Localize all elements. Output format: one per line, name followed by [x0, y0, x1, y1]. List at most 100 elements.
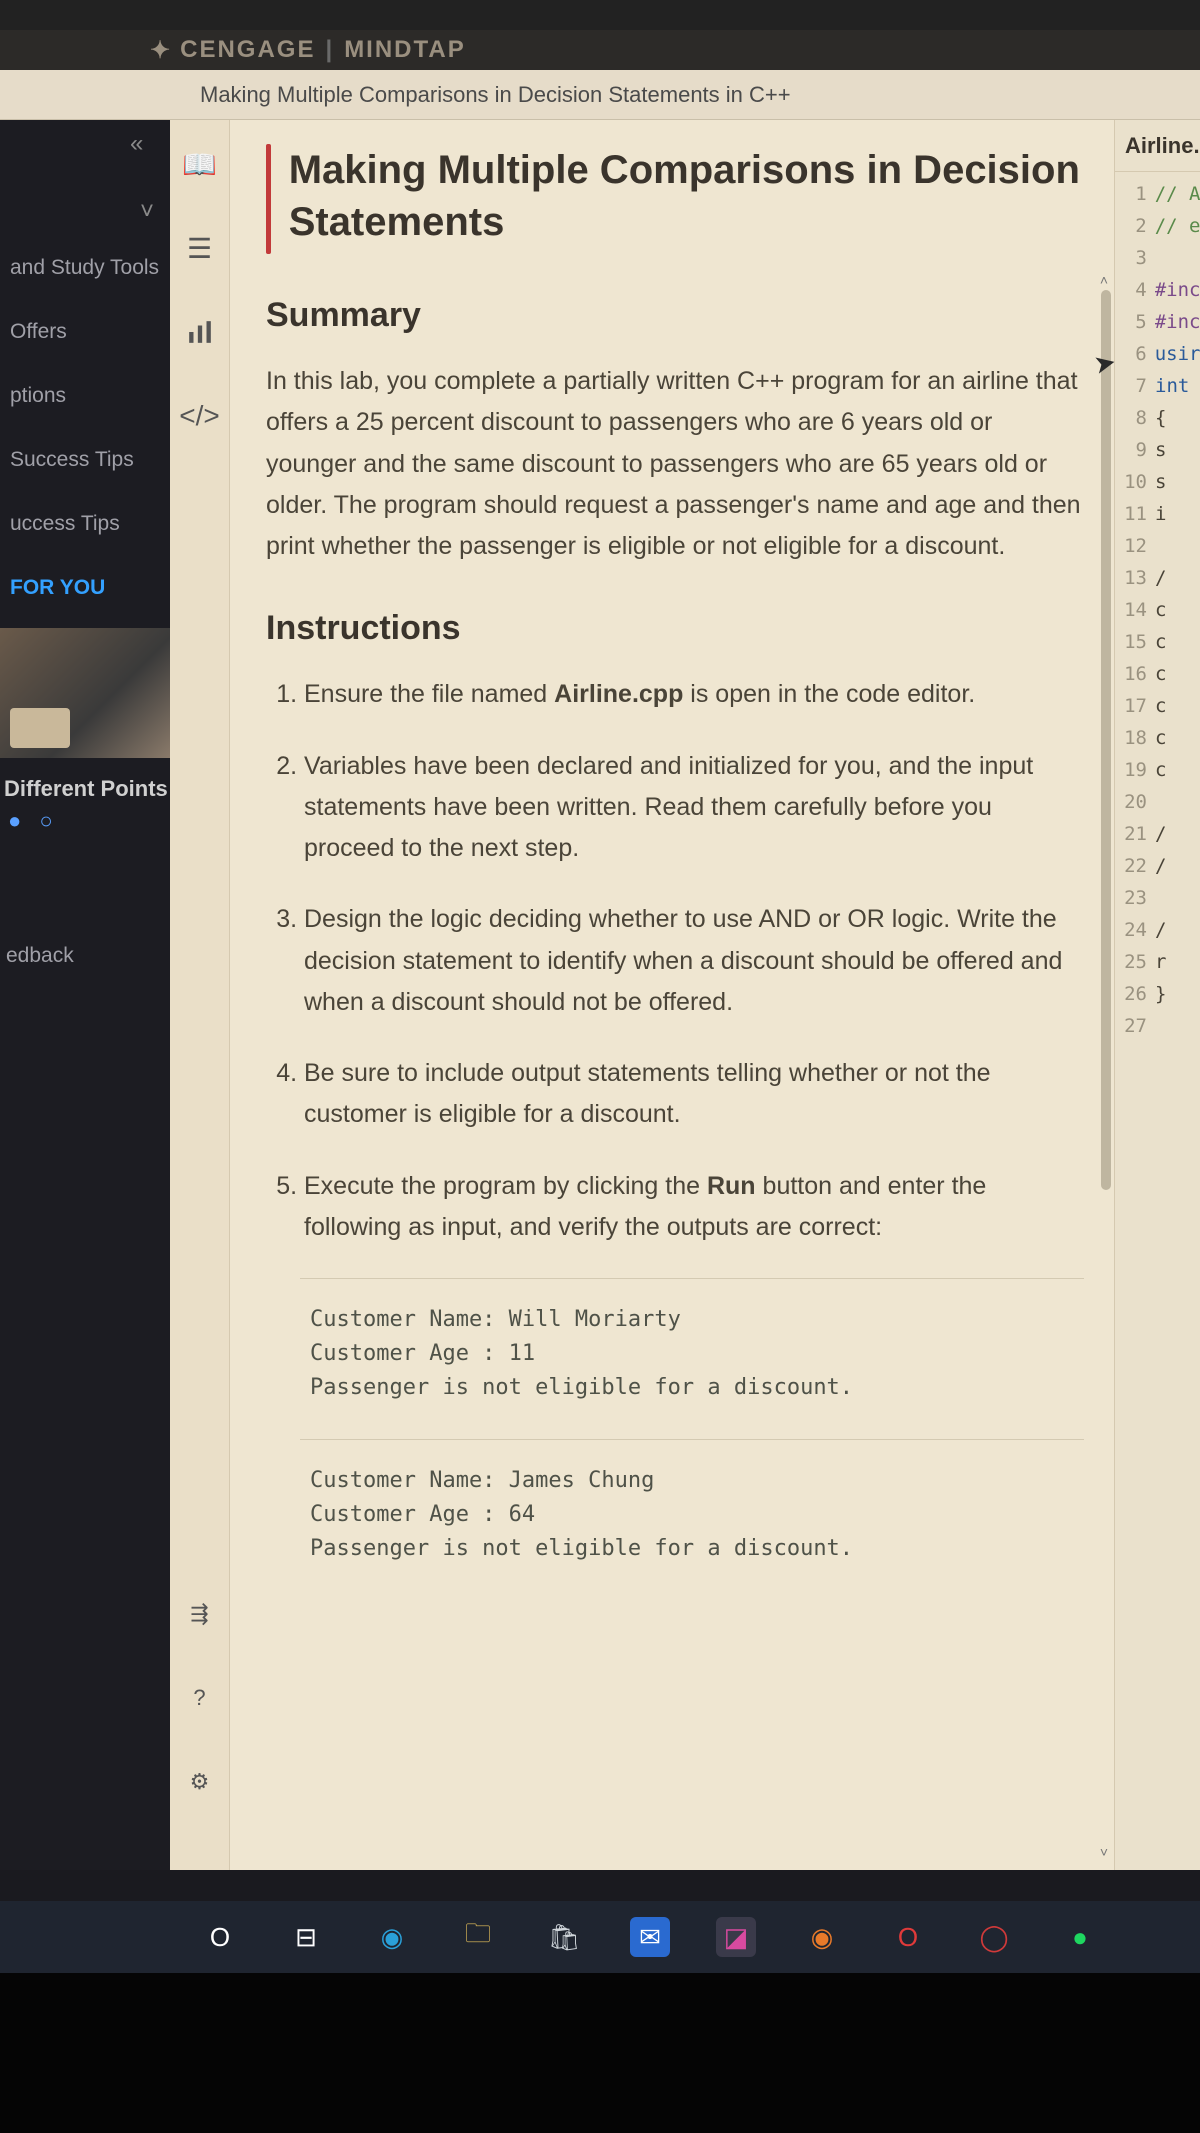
left-sidebar: « ˅ and Study Tools Offers ptions Succes… [0, 120, 170, 1870]
sample-rule-1 [300, 1278, 1084, 1279]
brand-bar: ✦ CENGAGE | MINDTAP [0, 30, 1200, 70]
code-token[interactable]: r [1155, 946, 1166, 978]
line-number: 25 [1115, 946, 1155, 978]
taskview-icon[interactable]: ⊟ [286, 1917, 326, 1957]
title-accent-bar [266, 144, 271, 254]
code-token[interactable]: #inc [1155, 306, 1200, 338]
scroll-up-icon[interactable]: ˄ [1096, 272, 1112, 288]
code-token[interactable]: c [1155, 722, 1166, 754]
chart-icon[interactable] [184, 316, 216, 348]
sidebar-item-options[interactable]: ptions [0, 364, 170, 428]
sample-io-1: Customer Name: Will Moriarty Customer Ag… [300, 1299, 1084, 1409]
for-you-thumbnail[interactable] [0, 628, 170, 758]
line-number: 13 [1115, 562, 1155, 594]
code-token[interactable]: s [1155, 466, 1166, 498]
code-token[interactable]: { [1155, 402, 1166, 434]
code-token[interactable]: / [1155, 850, 1166, 882]
code-token[interactable]: c [1155, 754, 1166, 786]
operagx-icon[interactable]: ◯ [974, 1917, 1014, 1957]
line-number: 9 [1115, 434, 1155, 466]
sidebar-item-success-tips-2[interactable]: uccess Tips [0, 492, 170, 556]
line-number: 10 [1115, 466, 1155, 498]
spotify-icon[interactable]: ● [1060, 1917, 1100, 1957]
sidebar-item-study-tools[interactable]: and Study Tools [0, 236, 170, 300]
code-token[interactable]: #inc [1155, 274, 1200, 306]
code-token[interactable]: c [1155, 658, 1166, 690]
code-token[interactable]: / [1155, 562, 1166, 594]
summary-heading: Summary [266, 296, 1084, 335]
line-number: 26 [1115, 978, 1155, 1010]
code-editor-lines[interactable]: 1// A2// e34#inc5#inc6usir7int8{9 s10 s1… [1115, 172, 1200, 1870]
help-icon[interactable]: ? [184, 1682, 216, 1714]
list-icon[interactable]: ☰ [184, 232, 216, 264]
code-token[interactable]: i [1155, 498, 1166, 530]
line-number: 23 [1115, 882, 1155, 914]
mail-icon[interactable]: ✉ [630, 1917, 670, 1957]
line-number: 11 [1115, 498, 1155, 530]
sidebar-item-success-tips[interactable]: Success Tips [0, 428, 170, 492]
instructions-heading: Instructions [266, 609, 1084, 648]
brand-product: MINDTAP [344, 36, 466, 64]
lesson-tab-title[interactable]: Making Multiple Comparisons in Decision … [200, 82, 791, 108]
file-tab-airline[interactable]: Airline. [1115, 120, 1200, 172]
code-token[interactable]: c [1155, 626, 1166, 658]
opera-icon[interactable]: O [888, 1917, 928, 1957]
explorer-icon[interactable]: 🗀 [458, 1917, 498, 1957]
brand-logo-dots: ✦ [150, 36, 172, 65]
scrollbar-thumb[interactable] [1101, 290, 1111, 1190]
gear-icon[interactable]: ⚙ [184, 1766, 216, 1798]
code-token[interactable]: } [1155, 978, 1166, 1010]
sidebar-for-you[interactable]: FOR YOU [0, 556, 170, 620]
sample-io-2: Customer Name: James Chung Customer Age … [300, 1460, 1084, 1570]
instruction-step-5: Execute the program by clicking the Run … [304, 1166, 1084, 1249]
sidebar-item-offers[interactable]: Offers [0, 300, 170, 364]
brand-separator: | [325, 36, 334, 64]
photos-icon[interactable]: ◪ [716, 1917, 756, 1957]
summary-text: In this lab, you complete a partially wr… [266, 361, 1084, 567]
code-token[interactable]: usir [1155, 338, 1200, 370]
line-number: 19 [1115, 754, 1155, 786]
sidebar-item-feedback[interactable]: edback [0, 924, 170, 988]
instruction-step-3: Design the logic deciding whether to use… [304, 899, 1084, 1023]
share-icon[interactable]: ⇶ [184, 1598, 216, 1630]
line-number: 21 [1115, 818, 1155, 850]
instruction-step-1: Ensure the file named Airline.cpp is ope… [304, 674, 1084, 715]
store-icon[interactable]: 🛍 [544, 1917, 584, 1957]
code-token[interactable]: / [1155, 914, 1166, 946]
tool-rail: 📖 ☰ </> ⇶ ? ⚙ [170, 120, 230, 1870]
for-you-caption: Different Points [0, 758, 170, 808]
cortana-icon[interactable]: O [200, 1917, 240, 1957]
line-number: 24 [1115, 914, 1155, 946]
bottom-bezel [0, 1973, 1200, 2133]
line-number: 6 [1115, 338, 1155, 370]
scroll-down-icon[interactable]: ˅ [1096, 1844, 1112, 1860]
line-number: 2 [1115, 210, 1155, 242]
code-icon[interactable]: </> [184, 400, 216, 432]
code-token[interactable]: / [1155, 818, 1166, 850]
chevron-left-icon[interactable]: « [130, 130, 143, 158]
code-token[interactable]: c [1155, 594, 1166, 626]
carousel-dots[interactable]: ● ○ [0, 808, 170, 834]
line-number: 1 [1115, 178, 1155, 210]
book-icon[interactable]: 📖 [184, 148, 216, 180]
firefox-icon[interactable]: ◉ [802, 1917, 842, 1957]
sample-rule-2 [300, 1439, 1084, 1440]
brand-name: CENGAGE [180, 36, 315, 64]
page-title: Making Multiple Comparisons in Decision … [289, 144, 1084, 248]
line-number: 18 [1115, 722, 1155, 754]
code-token[interactable]: int [1155, 370, 1189, 402]
instruction-step-4: Be sure to include output statements tel… [304, 1053, 1084, 1136]
code-token[interactable]: c [1155, 690, 1166, 722]
line-number: 15 [1115, 626, 1155, 658]
line-number: 22 [1115, 850, 1155, 882]
line-number: 3 [1115, 242, 1155, 274]
line-number: 20 [1115, 786, 1155, 818]
code-token[interactable]: s [1155, 434, 1166, 466]
code-token[interactable]: // A [1155, 178, 1200, 210]
lesson-tab-bar: Making Multiple Comparisons in Decision … [0, 70, 1200, 120]
code-token[interactable]: // e [1155, 210, 1200, 242]
code-editor-panel: Airline. 1// A2// e34#inc5#inc6usir7int8… [1114, 120, 1200, 1870]
edge-icon[interactable]: ◉ [372, 1917, 412, 1957]
instructions-list: Ensure the file named Airline.cpp is ope… [266, 674, 1084, 1248]
chevron-down-icon[interactable]: ˅ [140, 198, 154, 226]
